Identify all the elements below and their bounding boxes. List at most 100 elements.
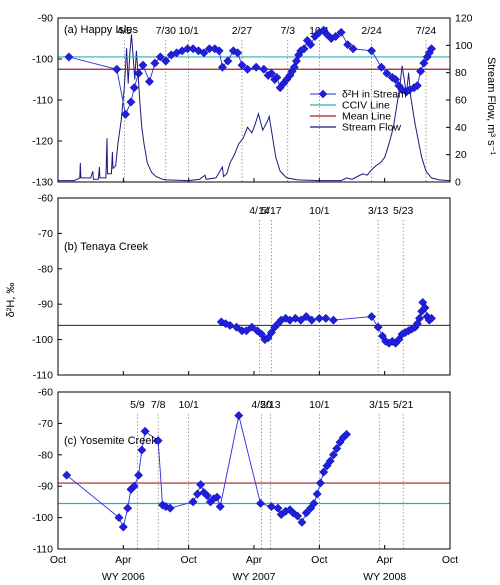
isotope-point (64, 52, 74, 62)
isotope-point (223, 56, 233, 66)
y-axis-label: δ²H, ‰ (5, 283, 17, 318)
isotope-point (306, 40, 316, 50)
isotope-point (343, 40, 353, 50)
water-year-label: WY 2008 (363, 571, 406, 583)
isotope-point (325, 456, 335, 466)
isotope-point (291, 56, 302, 66)
isotope-point (255, 498, 266, 509)
isotope-point (290, 313, 300, 323)
panel-happy-isles: 4/57/3010/12/277/310/12/247/240204060801… (32, 13, 473, 189)
isotope-point (272, 72, 282, 83)
legend-entry: Mean Line (342, 111, 391, 123)
y2-tick-label: 0 (455, 177, 461, 189)
isotope-point (140, 426, 150, 436)
x-tick-label: Oct (180, 554, 196, 566)
y-tick-label: -70 (38, 418, 53, 430)
isotope-point (312, 489, 322, 499)
isotope-point (118, 522, 128, 532)
isotope-point (215, 502, 225, 512)
isotope-point (212, 492, 222, 502)
isotope-point (144, 76, 155, 87)
isotope-point (242, 64, 253, 74)
isotope-point (281, 313, 291, 323)
y-tick-label: -120 (32, 136, 53, 148)
y-tick-label: -80 (38, 263, 53, 275)
isotope-point (199, 48, 209, 58)
isotope-point (202, 491, 212, 501)
x-tick-label: Apr (376, 554, 393, 566)
isotope-point (129, 83, 139, 93)
panel-title: (c) Yosemite Creek (64, 435, 157, 447)
y-tick-label: -90 (38, 13, 53, 25)
event-label: 5/21 (393, 399, 414, 411)
panel-tenaya-creek: 4/145/17 10/1 3/13 5/23 -110 -100 -90 -80 -70 -60… (32, 193, 451, 382)
isotope-point (299, 44, 309, 54)
isotope-point (266, 68, 276, 78)
isotope-point (297, 517, 307, 527)
legend-entry: δ²H in Stream (342, 89, 407, 101)
y-tick-label: -60 (38, 387, 53, 399)
isotope-point (114, 513, 124, 523)
event-label: 2/27 (232, 25, 253, 37)
isotope-point (332, 443, 342, 454)
event-label: 5/13 (260, 399, 281, 411)
x-tick-label: Apr (115, 554, 132, 566)
y-tick-label: -90 (38, 481, 53, 493)
isotope-point (336, 27, 346, 37)
isotope-point (296, 315, 306, 325)
isotope-point (328, 315, 339, 325)
isotope-point (232, 322, 242, 332)
event-label: 4/5 (117, 25, 132, 37)
isotope-point (328, 450, 339, 460)
isotope-point (225, 320, 235, 330)
isotope-point (221, 319, 231, 329)
y-tick-label: -110 (33, 95, 53, 107)
isotope-point (165, 503, 175, 513)
isotope-point (214, 46, 224, 56)
isotope-point (382, 68, 392, 78)
x-axis: Oct Apr Oct Apr Oct Apr Oct WY 2006 WY 2007 WY 20… (50, 554, 458, 583)
isotope-point (161, 56, 171, 66)
isotope-point (247, 322, 257, 332)
isotope-point (259, 64, 269, 74)
stream-flow-series (58, 34, 451, 182)
x-tick-label: Oct (50, 554, 66, 566)
event-label: 10/1 (309, 399, 330, 411)
event-label: 10/1 (178, 25, 199, 37)
isotope-point (319, 467, 329, 477)
isotope-point (416, 66, 426, 76)
y2-tick-label: 80 (455, 67, 467, 79)
y-tick-label: -110 (33, 370, 53, 382)
y2-tick-label: 20 (455, 149, 467, 161)
event-label: 7/30 (156, 25, 177, 37)
isotope-point (273, 503, 283, 513)
water-year-label: WY 2006 (102, 571, 145, 583)
event-label: 4/20 (251, 399, 272, 411)
isotope-point (420, 303, 430, 313)
y2-tick-label: 60 (455, 95, 467, 107)
event-label: 3/15 (369, 399, 390, 411)
legend-marker (318, 89, 328, 99)
isotope-point (196, 480, 206, 490)
isotope-point (62, 470, 72, 480)
isotope-point (193, 46, 204, 56)
event-label: 7/8 (151, 399, 166, 411)
isotope-point (138, 60, 148, 70)
y2-axis-label: Stream Flow, m³ s⁻¹ (485, 57, 497, 155)
y-tick-label: -100 (32, 334, 53, 346)
event-label: 10/1 (309, 205, 330, 217)
isotope-point (331, 31, 341, 42)
y2-tick-label: 100 (455, 40, 473, 52)
isotope-point (309, 498, 319, 509)
isotope-point (342, 429, 352, 439)
y-tick-label: -100 (32, 512, 53, 524)
isotope-point (120, 109, 131, 119)
legend-entry: CCIV Line (342, 100, 390, 112)
isotope-point (376, 62, 386, 72)
isotope-point (188, 497, 198, 507)
isotope-point (153, 436, 163, 446)
isotope-point (112, 64, 122, 74)
plot-frame (57, 197, 451, 376)
